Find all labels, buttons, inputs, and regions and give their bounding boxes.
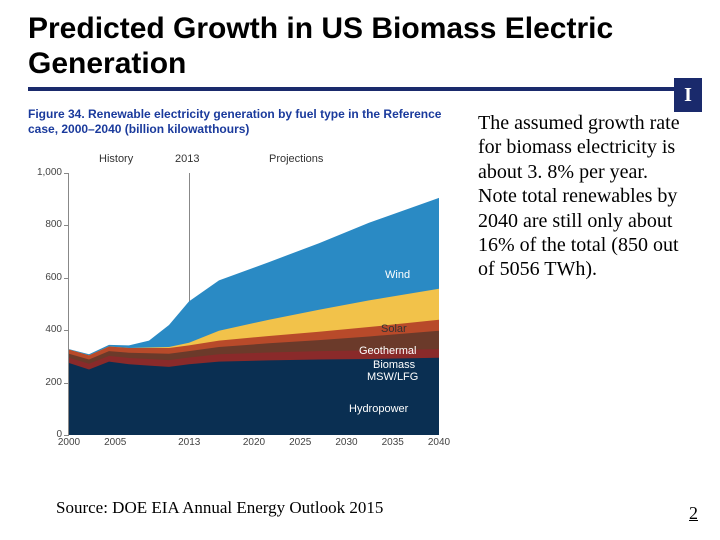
source-citation: Source: DOE EIA Annual Energy Outlook 20…	[56, 498, 383, 518]
x-tick-label: 2035	[382, 437, 404, 448]
institution-logo: I	[674, 78, 702, 112]
series-label-msw-lfg: MSW/LFG	[367, 371, 418, 383]
divider-year-label: 2013	[175, 153, 199, 165]
series-label-biomass: Biomass	[373, 359, 415, 371]
y-tick-label: 400	[28, 324, 62, 335]
page-number: 2	[689, 503, 698, 524]
chart-box: History 2013 Projections 200 0 2005 2013 202…	[28, 145, 458, 465]
title-underline	[28, 87, 692, 91]
figure-caption: Figure 34. Renewable electricity generat…	[28, 107, 468, 137]
x-tick-label: 2030	[335, 437, 357, 448]
slide-title: Predicted Growth in US Biomass Electric …	[28, 12, 692, 81]
series-label-solar: Solar	[381, 323, 407, 335]
series-label-wind: Wind	[385, 269, 410, 281]
x-tick-label: 2013	[178, 437, 200, 448]
y-tick-label: 200	[28, 377, 62, 388]
series-label-geothermal: Geothermal	[359, 345, 416, 357]
y-tick-label: 0	[28, 429, 62, 440]
chart-container: Figure 34. Renewable electricity generat…	[28, 107, 468, 465]
chart-plot-area: History 2013 Projections 200020052013202…	[68, 173, 438, 435]
x-tick-label: 2040	[428, 437, 450, 448]
y-tick-label: 1,000	[28, 167, 62, 178]
projections-label: Projections	[269, 153, 323, 165]
series-label-hydropower: Hydropower	[349, 403, 408, 415]
x-tick-label: 2005	[104, 437, 126, 448]
y-tick-label: 800	[28, 219, 62, 230]
logo-letter-icon: I	[684, 84, 692, 107]
side-explanatory-text: The assumed growth rate for biomass elec…	[478, 107, 688, 465]
history-label: History	[99, 153, 133, 165]
x-tick-label: 2025	[289, 437, 311, 448]
y-tick-label: 600	[28, 272, 62, 283]
x-tick-label: 2020	[243, 437, 265, 448]
chart-svg	[69, 173, 439, 435]
